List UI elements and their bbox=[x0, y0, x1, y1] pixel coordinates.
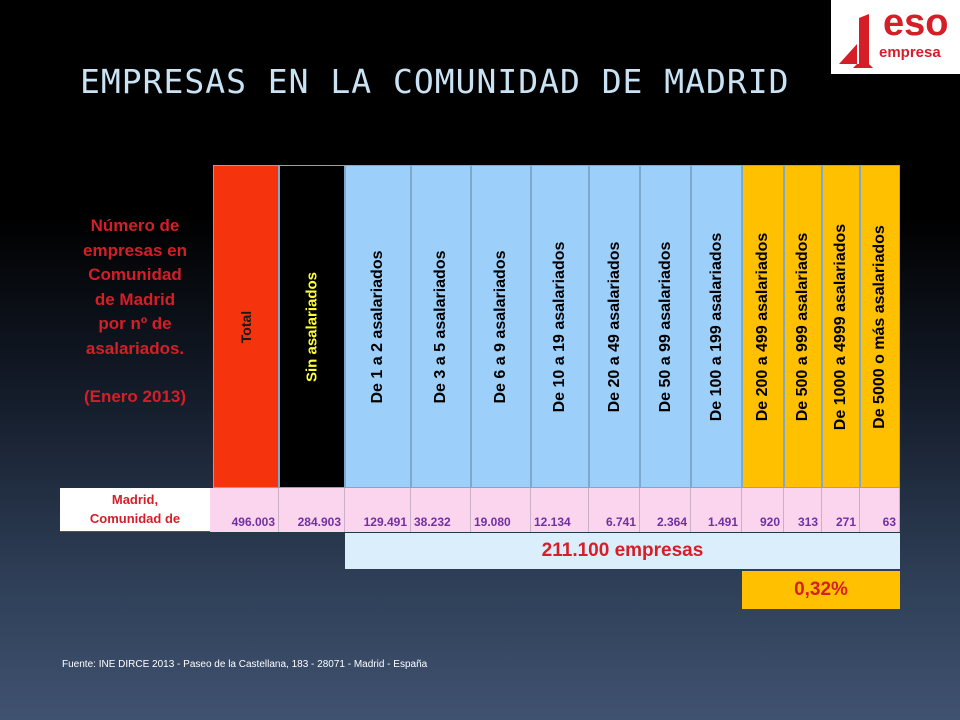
table-cell: 284.903 bbox=[279, 488, 345, 532]
column-header: De 500 a 999 asalariados bbox=[784, 165, 822, 488]
company-logo: eso empresa bbox=[831, 0, 960, 74]
table-cell: 313 bbox=[784, 488, 822, 532]
column-header-sin: Sin asalariados bbox=[279, 165, 345, 488]
table-cell: 496.003 bbox=[210, 488, 279, 532]
column-header-label: Sin asalariados bbox=[303, 271, 321, 382]
column-header: De 200 a 499 asalariados bbox=[742, 165, 784, 488]
row-label-line: Madrid, bbox=[111, 492, 159, 507]
column-header-label: De 100 a 199 asalariados bbox=[707, 232, 725, 421]
side-label-line: Comunidad bbox=[88, 265, 182, 284]
table-cell: 12.134 bbox=[531, 488, 589, 532]
column-header: De 50 a 99 asalariados bbox=[640, 165, 691, 488]
cell-value: 920 bbox=[759, 515, 780, 529]
column-header: De 100 a 199 asalariados bbox=[691, 165, 742, 488]
column-header-label: De 3 a 5 asalariados bbox=[432, 250, 449, 403]
table-cell: 1.491 bbox=[691, 488, 742, 532]
column-header-label: De 5000 o más asalariados bbox=[871, 224, 888, 429]
column-header: De 1 a 2 asalariados bbox=[345, 165, 411, 488]
logo-subtext: empresa bbox=[879, 44, 941, 61]
percentage-value: 0,32% bbox=[742, 571, 900, 609]
column-header-label: De 1 a 2 asalariados bbox=[369, 250, 386, 403]
cell-value: 1.491 bbox=[707, 515, 738, 529]
side-label-line: asalariados. bbox=[85, 338, 185, 358]
side-label-line: de Madrid bbox=[94, 289, 176, 309]
row-label: Madrid, Comunidad de bbox=[60, 488, 210, 532]
column-header: De 20 a 49 asalariados bbox=[589, 165, 640, 488]
column-header-label: De 200 a 499 asalariados bbox=[754, 232, 771, 421]
logo-brand-text: eso bbox=[883, 2, 949, 44]
cell-value: 63 bbox=[882, 515, 896, 529]
table-cell: 19.080 bbox=[471, 488, 531, 532]
table-cell: 6.741 bbox=[589, 488, 640, 532]
column-header-label: De 50 a 99 asalariados bbox=[656, 241, 674, 412]
cell-value: 313 bbox=[797, 515, 818, 529]
column-header-label: De 10 a 19 asalariados bbox=[551, 241, 568, 412]
table-cell: 129.491 bbox=[345, 488, 411, 532]
cell-value: 271 bbox=[835, 515, 856, 529]
cell-value: 284.903 bbox=[297, 515, 341, 529]
side-label-line: empresas en bbox=[83, 240, 187, 260]
side-label-date: (Enero 2013) bbox=[83, 387, 187, 406]
cell-value: 19.080 bbox=[474, 515, 511, 529]
cell-value: 129.491 bbox=[363, 515, 407, 529]
source-note: Fuente: INE DIRCE 2013 - Paseo de la Cas… bbox=[62, 659, 428, 670]
table-cell: 63 bbox=[860, 488, 900, 532]
column-header: De 6 a 9 asalariados bbox=[471, 165, 531, 488]
logo-mark-icon bbox=[839, 14, 873, 68]
column-header-label: De 6 a 9 asalariados bbox=[492, 250, 509, 403]
table-side-label: Número de empresas en Comunidad de Madri… bbox=[60, 214, 210, 410]
cell-value: 12.134 bbox=[534, 515, 571, 529]
side-label-line: Número de bbox=[90, 216, 180, 235]
cell-value: 2.364 bbox=[656, 515, 687, 529]
table-cell: 920 bbox=[742, 488, 784, 532]
table-cell: 38.232 bbox=[411, 488, 471, 532]
side-label-line: por nº de bbox=[98, 314, 172, 333]
column-header-label: De 20 a 49 asalariados bbox=[605, 241, 623, 412]
slide-title: EMPRESAS EN LA COMUNIDAD DE MADRID bbox=[80, 62, 790, 101]
column-header: De 10 a 19 asalariados bbox=[531, 165, 589, 488]
summary-total: 211.100 empresas bbox=[345, 533, 900, 569]
cell-value: 6.741 bbox=[605, 515, 636, 529]
cell-value: 496.003 bbox=[231, 515, 275, 529]
column-header-label: De 500 a 999 asalariados bbox=[794, 232, 811, 421]
column-header: De 5000 o más asalariados bbox=[860, 165, 900, 488]
column-header-label: De 1000 a 4999 asalariados bbox=[832, 223, 849, 430]
column-header-total: Total bbox=[213, 165, 279, 488]
column-header: De 1000 a 4999 asalariados bbox=[822, 165, 860, 488]
row-label-line: Comunidad de bbox=[89, 511, 181, 526]
table-cell: 271 bbox=[822, 488, 860, 532]
cell-value: 38.232 bbox=[414, 515, 451, 529]
column-header-label: Total bbox=[238, 310, 254, 343]
table-cell: 2.364 bbox=[640, 488, 691, 532]
column-header: De 3 a 5 asalariados bbox=[411, 165, 471, 488]
